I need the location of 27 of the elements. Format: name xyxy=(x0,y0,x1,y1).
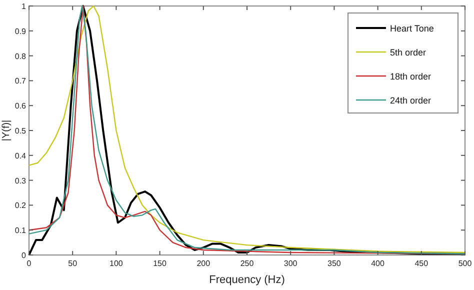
y-tick-label: 0.1 xyxy=(14,226,27,236)
legend-label: 24th order xyxy=(390,96,432,106)
y-tick-label: 0.7 xyxy=(14,76,27,86)
y-tick-label: 0.2 xyxy=(14,201,27,210)
x-tick-label: 200 xyxy=(196,259,211,268)
y-tick-label: 0.6 xyxy=(14,102,27,111)
y-axis-title: |Y(f)| xyxy=(1,120,12,142)
y-tick-label: 0.5 xyxy=(14,126,27,136)
y-tick-label: 0 xyxy=(22,251,27,260)
x-tick-label: 500 xyxy=(458,259,472,268)
legend-label: 18th order xyxy=(390,72,432,82)
y-tick-label: 1 xyxy=(22,2,27,11)
legend-label: 5th order xyxy=(390,48,426,58)
x-tick-label: 450 xyxy=(414,259,429,268)
y-tick-label: 0.4 xyxy=(14,151,27,160)
x-tick-label: 350 xyxy=(328,259,342,268)
x-tick-label: 400 xyxy=(371,259,386,268)
x-axis-title: Frequency (Hz) xyxy=(209,274,285,286)
legend-label: Heart Tone xyxy=(390,24,434,34)
y-tick-label: 0.9 xyxy=(14,26,27,36)
x-tick-label: 100 xyxy=(110,259,124,268)
y-tick-label: 0.3 xyxy=(14,176,27,186)
x-tick-label: 150 xyxy=(153,259,168,268)
x-tick-label: 300 xyxy=(284,259,298,268)
x-tick-label: 50 xyxy=(68,259,78,268)
y-tick-label: 0.8 xyxy=(14,52,27,61)
x-tick-label: 250 xyxy=(240,259,254,268)
